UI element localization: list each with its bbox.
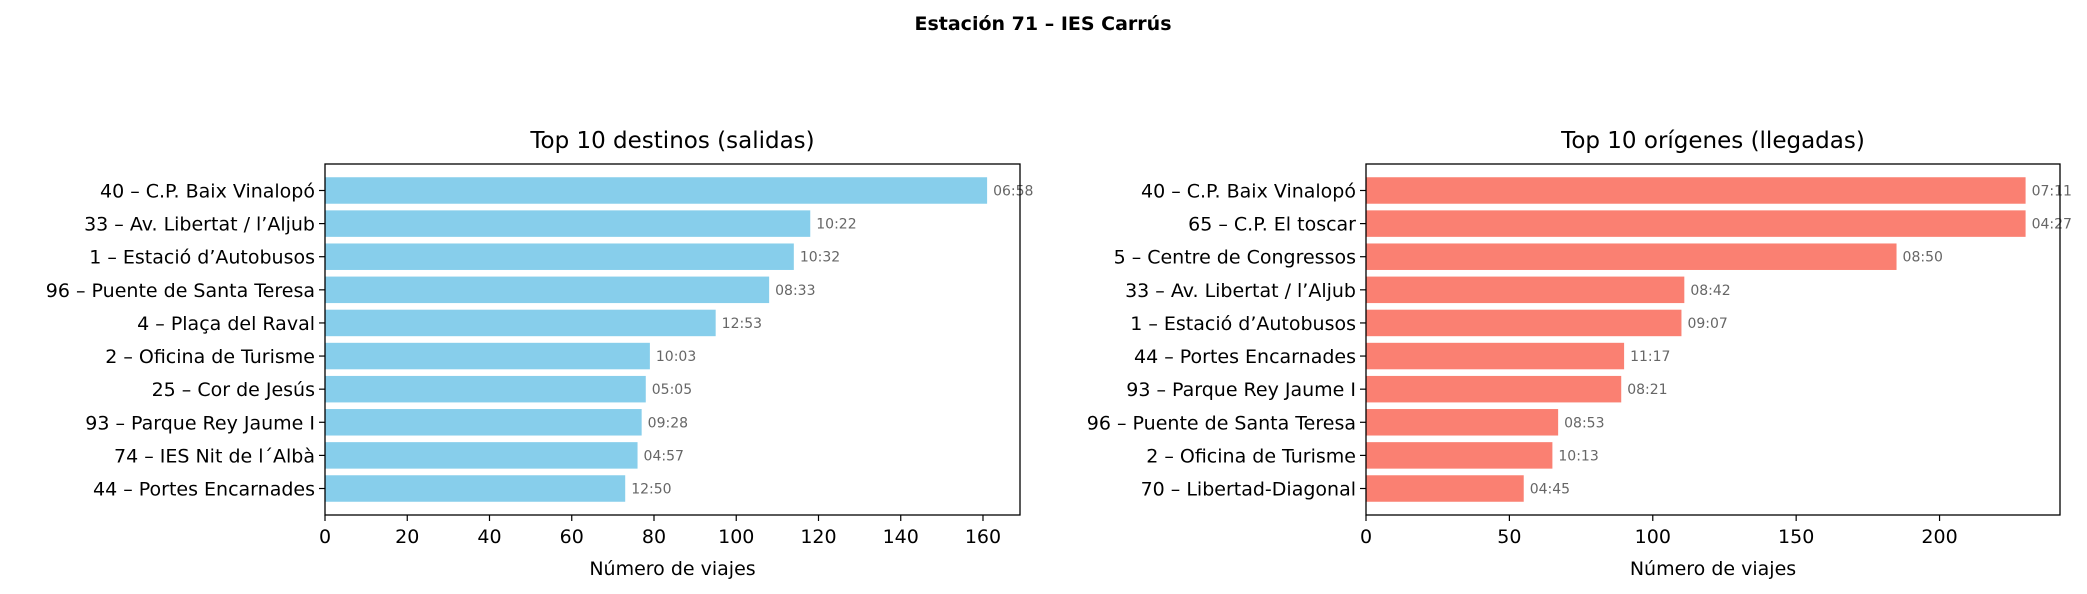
x-tick-label: 80	[642, 526, 666, 548]
bar-value-label: 08:53	[1564, 415, 1604, 431]
bar-value-label: 09:28	[648, 415, 688, 431]
bar-value-label: 10:22	[816, 217, 856, 233]
category-label: 96 – Puente de Santa Teresa	[1087, 412, 1356, 434]
axes-frame	[1365, 163, 2061, 516]
category-label: 40 – C.P. Baix Vinalopó	[1141, 180, 1356, 202]
category-label: 2 – Oficina de Turisme	[1146, 445, 1356, 467]
category-label: 44 – Portes Encarnades	[93, 479, 315, 501]
bar	[325, 375, 646, 403]
bar-value-label: 04:45	[1530, 482, 1570, 498]
category-label: 40 – C.P. Baix Vinalopó	[100, 180, 315, 202]
category-label: 44 – Portes Encarnades	[1134, 346, 1356, 368]
x-tick-label: 150	[1778, 526, 1814, 548]
category-label: 2 – Oficina de Turisme	[105, 346, 315, 368]
bar	[325, 276, 770, 304]
bar	[325, 177, 988, 204]
chart-panel-salidas: Top 10 destinos (salidas) 40 – C.P. Baix …	[46, 128, 1034, 580]
bar-value-label: 09:07	[1687, 316, 1727, 332]
bar	[1366, 243, 1897, 270]
bar-value-label: 08:50	[1903, 250, 1943, 266]
x-tick-label: 160	[965, 526, 1001, 548]
bar	[325, 475, 626, 502]
bar	[1366, 375, 1622, 403]
chart-panel-llegadas: Top 10 orígenes (llegadas) 40 – C.P. Baix…	[1087, 128, 2072, 580]
category-label: 70 – Libertad-Diagonal	[1141, 479, 1356, 501]
bar	[325, 342, 650, 370]
bar	[325, 442, 638, 469]
bar-value-label: 11:17	[1630, 349, 1670, 365]
bar-value-label: 07:11	[2032, 183, 2072, 199]
x-tick-label: 20	[395, 526, 419, 548]
axes-frame	[324, 163, 1021, 516]
bar-value-label: 10:32	[800, 250, 840, 266]
x-tick-label: 100	[1635, 526, 1671, 548]
category-label: 1 – Estació d’Autobusos	[89, 247, 315, 269]
x-tick-label: 100	[718, 526, 754, 548]
category-label: 96 – Puente de Santa Teresa	[46, 280, 315, 302]
x-tick-label: 40	[477, 526, 501, 548]
bar	[1366, 342, 1625, 370]
bar	[1366, 309, 1682, 337]
category-label: 93 – Parque Rey Jaume I	[85, 412, 315, 434]
x-tick-label: 200	[1921, 526, 1957, 548]
bar	[325, 409, 642, 436]
bar-value-label: 12:50	[631, 482, 671, 498]
category-label: 65 – C.P. El toscar	[1188, 214, 1356, 236]
bar	[325, 210, 811, 237]
bar-value-label: 08:42	[1690, 283, 1730, 299]
category-label: 4 – Plaça del Raval	[137, 313, 315, 335]
x-axis-label: Número de viajes	[1630, 558, 1796, 580]
bar-value-label: 06:58	[993, 183, 1033, 199]
bar	[1366, 177, 2026, 204]
x-tick-label: 50	[1497, 526, 1521, 548]
bar-value-label: 12:53	[722, 316, 762, 332]
chart-title: Top 10 destinos (salidas)	[529, 128, 814, 154]
bar	[1366, 276, 1685, 304]
bar	[1366, 475, 1524, 502]
bar-value-label: 10:03	[656, 349, 696, 365]
x-axis-label: Número de viajes	[589, 558, 755, 580]
bar-value-label: 10:13	[1558, 448, 1598, 464]
x-tick-label: 120	[800, 526, 836, 548]
bar	[1366, 210, 2026, 237]
bar	[325, 309, 716, 337]
chart-title: Top 10 orígenes (llegadas)	[1560, 128, 1865, 154]
x-tick-label: 0	[1360, 526, 1372, 548]
bar	[325, 243, 794, 270]
x-tick-label: 60	[560, 526, 584, 548]
x-tick-label: 0	[319, 526, 331, 548]
category-label: 33 – Av. Libertat / l’Aljub	[1125, 280, 1356, 302]
bar	[1366, 409, 1559, 436]
category-label: 33 – Av. Libertat / l’Aljub	[84, 214, 315, 236]
bar-value-label: 08:21	[1627, 382, 1667, 398]
bar-value-label: 04:27	[2032, 217, 2072, 233]
x-tick-label: 140	[883, 526, 919, 548]
category-label: 93 – Parque Rey Jaume I	[1126, 379, 1356, 401]
figure-suptitle: Estación 71 – IES Carrús	[914, 13, 1171, 35]
bar-value-label: 04:57	[644, 448, 684, 464]
category-label: 25 – Cor de Jesús	[152, 379, 315, 401]
bar-value-label: 05:05	[652, 382, 692, 398]
bar	[1366, 442, 1553, 469]
bar-value-label: 08:33	[775, 283, 815, 299]
category-label: 74 – IES Nit de l´Albà	[114, 445, 315, 467]
category-label: 5 – Centre de Congressos	[1114, 247, 1356, 269]
category-label: 1 – Estació d’Autobusos	[1130, 313, 1356, 335]
